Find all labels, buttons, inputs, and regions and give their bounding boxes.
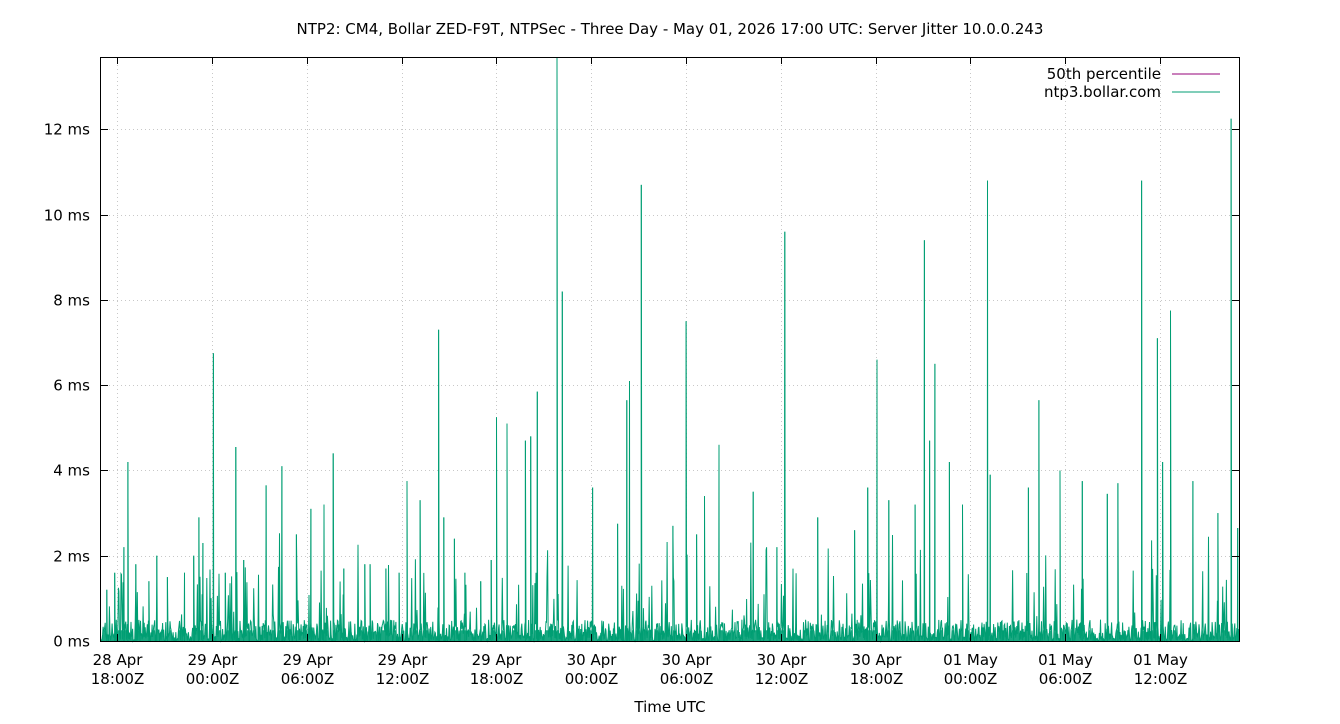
- plot-frame: [100, 57, 1240, 642]
- x-tick-label-time: 00:00Z: [944, 670, 998, 688]
- x-tick-label-time: 18:00Z: [91, 670, 145, 688]
- chart-title: NTP2: CM4, Bollar ZED-F9T, NTPSec - Thre…: [297, 20, 1044, 38]
- x-tick-label-date: 29 Apr: [188, 651, 239, 669]
- x-tick-label-date: 28 Apr: [93, 651, 144, 669]
- legend-label-50th-percentile: 50th percentile: [1047, 65, 1161, 83]
- x-axis-label: Time UTC: [633, 698, 705, 716]
- series-line-ntp3: [100, 56, 1240, 643]
- x-tick-label-date: 01 May: [943, 651, 998, 669]
- x-tick-label-time: 18:00Z: [850, 670, 904, 688]
- y-tick-label: 6 ms: [53, 377, 90, 395]
- y-tick-label: 8 ms: [53, 292, 90, 310]
- y-tick-label: 12 ms: [44, 121, 90, 139]
- x-tick-label-date: 29 Apr: [472, 651, 523, 669]
- x-tick-label-date: 01 May: [1133, 651, 1188, 669]
- x-tick-label-date: 30 Apr: [852, 651, 903, 669]
- y-tick-label: 10 ms: [44, 207, 90, 225]
- x-tick-label-time: 12:00Z: [376, 670, 430, 688]
- x-tick-label-time: 06:00Z: [1039, 670, 1093, 688]
- data-series: [100, 56, 1240, 643]
- y-tick-label: 0 ms: [53, 633, 90, 651]
- x-tick-label-date: 01 May: [1038, 651, 1093, 669]
- axis-ticks: [101, 57, 1239, 642]
- x-tick-label-date: 30 Apr: [567, 651, 618, 669]
- x-tick-label-date: 29 Apr: [283, 651, 334, 669]
- legend: 50th percentile ntp3.bollar.com: [1044, 65, 1220, 101]
- x-tick-label-time: 12:00Z: [1134, 670, 1188, 688]
- legend-label-ntp3: ntp3.bollar.com: [1044, 83, 1161, 101]
- x-tick-label-time: 12:00Z: [755, 670, 809, 688]
- x-tick-label-date: 29 Apr: [378, 651, 429, 669]
- x-tick-label-date: 30 Apr: [757, 651, 808, 669]
- y-tick-label: 4 ms: [53, 462, 90, 480]
- grid-lines: [101, 57, 1239, 641]
- x-tick-label-time: 06:00Z: [660, 670, 714, 688]
- x-tick-label-time: 18:00Z: [470, 670, 524, 688]
- x-tick-label-date: 30 Apr: [662, 651, 713, 669]
- x-tick-label-time: 06:00Z: [281, 670, 335, 688]
- x-tick-label-time: 00:00Z: [565, 670, 619, 688]
- x-tick-label-time: 00:00Z: [186, 670, 240, 688]
- y-tick-label: 2 ms: [53, 548, 90, 566]
